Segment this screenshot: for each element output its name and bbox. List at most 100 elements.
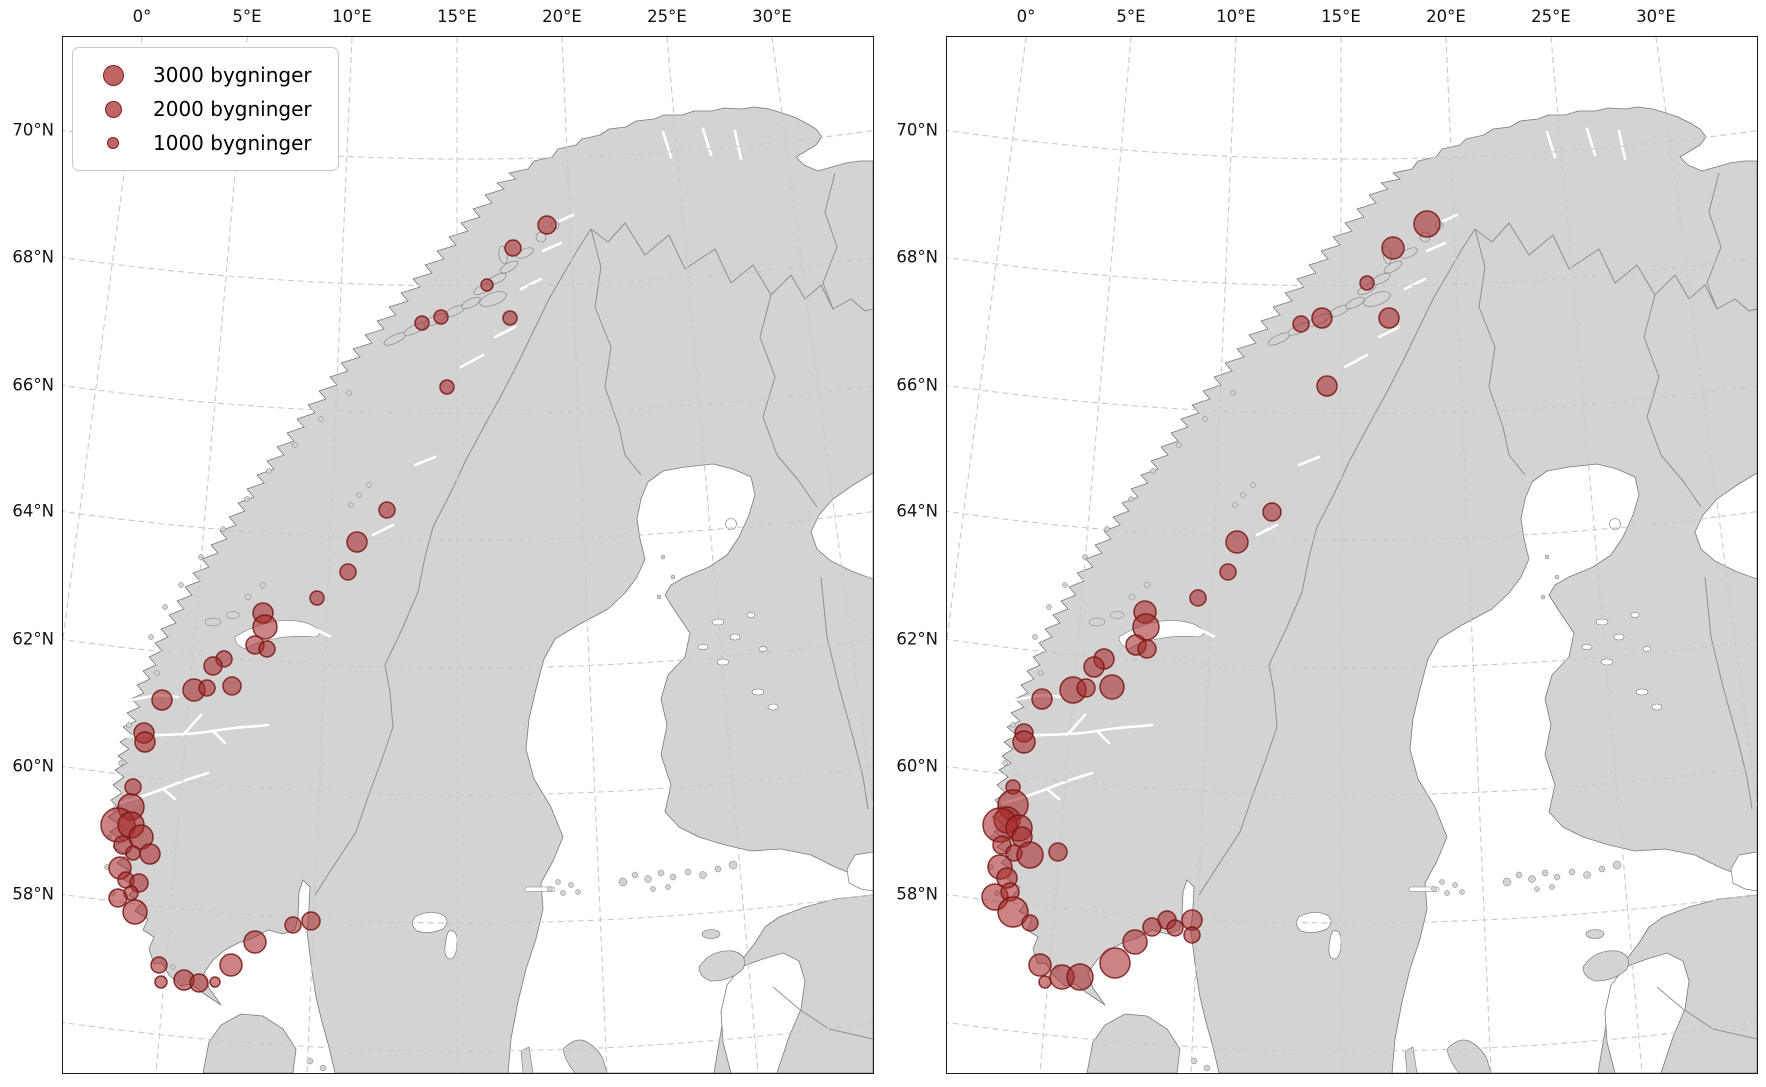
- data-bubble: [108, 888, 128, 908]
- data-bubble: [414, 315, 430, 331]
- lat-tick-label: 58°N: [896, 884, 938, 904]
- data-bubble: [1183, 926, 1201, 944]
- lon-tick-label: 20°E: [1426, 7, 1466, 26]
- data-bubble: [203, 656, 223, 676]
- lon-tick-label: 10°E: [332, 7, 372, 26]
- lon-tick-label: 5°E: [1116, 7, 1146, 26]
- lon-tick-label: 30°E: [752, 7, 792, 26]
- data-bubble: [1359, 275, 1375, 291]
- data-bubble: [1016, 841, 1044, 869]
- data-bubble: [1137, 639, 1157, 659]
- data-bubble: [154, 975, 168, 989]
- data-bubble: [309, 590, 325, 606]
- data-bubble: [1262, 502, 1282, 522]
- data-bubble: [1099, 947, 1131, 979]
- legend-row: 2000 bygninger: [73, 92, 320, 126]
- lon-tick-label: 25°E: [1531, 7, 1571, 26]
- map-panel-left: 0° 5°E 10°E 15°E 20°E 25°E 30°E 70°N 68°N 66°N 64°…: [12, 7, 874, 1074]
- lat-tick-label: 70°N: [12, 120, 54, 140]
- legend-label: 1000 bygninger: [153, 131, 312, 155]
- data-bubble: [252, 614, 278, 640]
- lat-tick-label: 58°N: [12, 884, 54, 904]
- data-bubble: [537, 215, 557, 235]
- legend-row: 1000 bygninger: [73, 126, 320, 160]
- lat-tick-label: 60°N: [896, 756, 938, 776]
- legend-circle-1000: [73, 136, 153, 150]
- data-bubble: [1031, 688, 1053, 710]
- data-bubble: [151, 689, 173, 711]
- data-bubble: [1012, 730, 1036, 754]
- data-bubble: [301, 911, 321, 931]
- data-bubble: [1292, 315, 1310, 333]
- data-bubble: [124, 778, 142, 796]
- data-bubble: [1413, 210, 1441, 238]
- lat-tick-label: 64°N: [896, 501, 938, 521]
- data-bubble: [433, 309, 449, 325]
- data-bubble: [1066, 963, 1094, 991]
- data-bubble: [502, 310, 518, 326]
- data-bubble: [1021, 914, 1039, 932]
- legend-circle-2000: [73, 100, 153, 118]
- bubble-layer: [981, 210, 1441, 991]
- data-bubble: [1219, 563, 1237, 581]
- map-panel-right: 0° 5°E 10°E 15°E 20°E 25°E 30°E 70°N 68°N 66°N 64°…: [896, 7, 1758, 1074]
- lat-tick-label: 70°N: [896, 120, 938, 140]
- map-canvas-right: [947, 37, 1757, 1073]
- bubble-layer: [100, 215, 557, 993]
- lat-tick-label: 62°N: [12, 629, 54, 649]
- data-bubble: [346, 531, 368, 553]
- lon-tick-label: 15°E: [437, 7, 477, 26]
- legend-circle-3000: [73, 64, 153, 86]
- data-bubble: [504, 239, 522, 257]
- data-bubble: [339, 563, 357, 581]
- lat-tick-label: 68°N: [12, 247, 54, 267]
- lon-tick-label: 25°E: [647, 7, 687, 26]
- lat-tick-label: 66°N: [896, 375, 938, 395]
- data-bubble: [1378, 307, 1400, 329]
- lat-tick-label: 68°N: [896, 247, 938, 267]
- data-bubble: [1316, 375, 1338, 397]
- data-bubble: [209, 976, 221, 988]
- data-bubble: [1225, 530, 1249, 554]
- data-bubble: [1189, 589, 1207, 607]
- data-bubble: [134, 731, 156, 753]
- data-bubble: [1038, 975, 1052, 989]
- data-bubble: [122, 899, 148, 925]
- data-bubble: [139, 843, 161, 865]
- legend-row: 3000 bygninger: [73, 58, 320, 92]
- data-bubble: [378, 501, 396, 519]
- lon-tick-label: 0°: [1016, 7, 1036, 26]
- data-bubble: [1048, 842, 1068, 862]
- map-canvas-left: [63, 37, 873, 1073]
- data-bubble: [480, 278, 494, 292]
- data-bubble: [222, 676, 242, 696]
- lon-tick-label: 0°: [132, 7, 152, 26]
- data-bubble: [219, 953, 243, 977]
- lon-tick-label: 20°E: [542, 7, 582, 26]
- data-bubble: [243, 930, 267, 954]
- lat-tick-label: 62°N: [896, 629, 938, 649]
- data-bubble: [125, 845, 141, 861]
- data-bubble: [1311, 307, 1333, 329]
- data-bubble: [1076, 678, 1096, 698]
- data-bubble: [150, 956, 168, 974]
- lon-tick-label: 5°E: [232, 7, 262, 26]
- lat-tick-label: 64°N: [12, 501, 54, 521]
- data-bubble: [1028, 953, 1052, 977]
- size-legend: 3000 bygninger 2000 bygninger 1000 bygni…: [72, 47, 339, 171]
- data-bubble: [1166, 919, 1184, 937]
- lon-tick-label: 30°E: [1636, 7, 1676, 26]
- data-bubble: [1122, 929, 1148, 955]
- data-bubble: [1099, 674, 1125, 700]
- data-bubble: [1381, 236, 1405, 260]
- data-bubble: [439, 379, 455, 395]
- data-bubble: [258, 640, 276, 658]
- legend-label: 2000 bygninger: [153, 97, 312, 121]
- legend-label: 3000 bygninger: [153, 63, 312, 87]
- data-bubble: [284, 916, 302, 934]
- data-bubble: [1083, 656, 1105, 678]
- data-bubble: [189, 973, 209, 993]
- lon-tick-label: 10°E: [1216, 7, 1256, 26]
- lat-tick-label: 66°N: [12, 375, 54, 395]
